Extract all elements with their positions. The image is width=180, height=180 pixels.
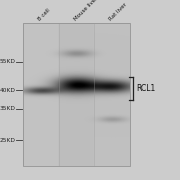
Text: 25KD: 25KD: [0, 138, 15, 143]
Text: RCL1: RCL1: [136, 84, 155, 93]
Text: Mouse liver: Mouse liver: [73, 0, 99, 22]
Text: 35KD: 35KD: [0, 106, 15, 111]
Text: 40KD: 40KD: [0, 88, 15, 93]
Text: 55KD: 55KD: [0, 59, 15, 64]
Text: Rat liver: Rat liver: [108, 2, 128, 22]
Text: B cell: B cell: [38, 8, 51, 22]
Bar: [23, 23, 130, 166]
